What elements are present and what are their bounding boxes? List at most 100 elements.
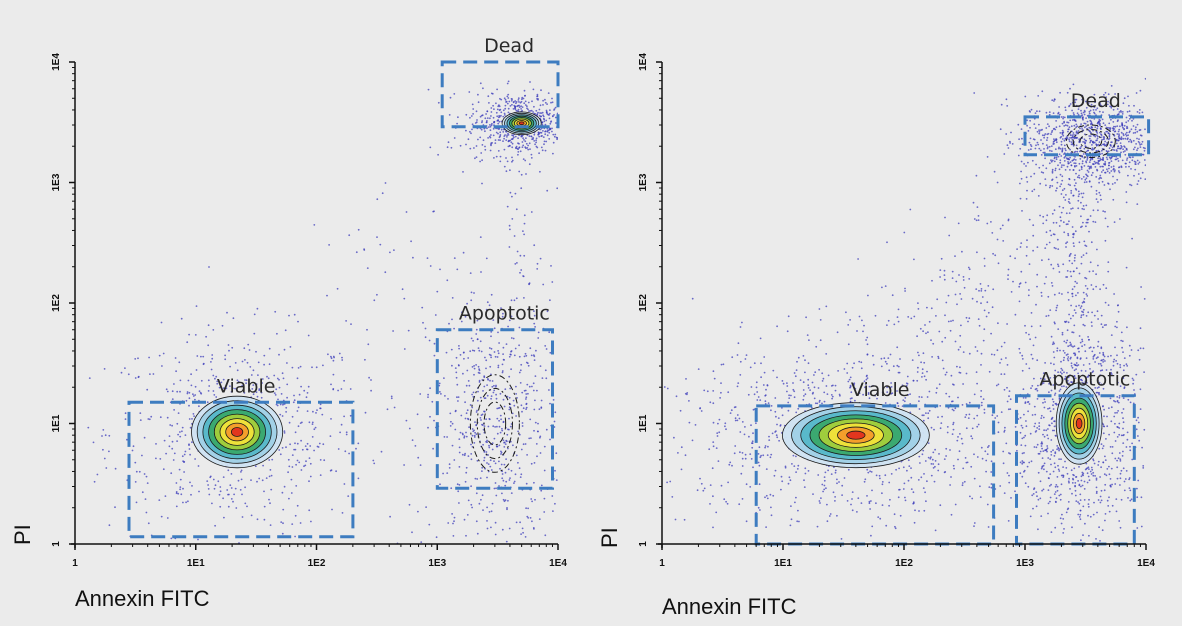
- event-dot: [1121, 411, 1123, 414]
- event-dot: [1072, 132, 1075, 134]
- event-dot: [1088, 479, 1091, 482]
- event-dot: [1075, 98, 1078, 101]
- event-dot: [1035, 491, 1038, 493]
- event-dot: [1026, 246, 1028, 248]
- event-dot: [1116, 396, 1119, 398]
- event-dot: [1098, 181, 1100, 184]
- event-dot: [752, 466, 754, 469]
- event-dot: [1025, 331, 1027, 334]
- event-dot: [300, 385, 302, 388]
- event-dot: [769, 456, 772, 459]
- event-dot: [926, 396, 929, 398]
- event-dot: [702, 489, 705, 492]
- event-dot: [1038, 123, 1040, 126]
- event-dot: [749, 366, 752, 369]
- event-dot: [234, 362, 237, 364]
- event-dot: [1081, 340, 1084, 343]
- event-dot: [1099, 495, 1102, 498]
- event-dot: [1009, 255, 1012, 258]
- event-dot: [1071, 136, 1073, 139]
- event-dot: [1092, 471, 1095, 474]
- event-dot: [999, 227, 1002, 230]
- event-dot: [1032, 344, 1035, 347]
- event-dot: [731, 464, 733, 467]
- event-dot: [1097, 318, 1099, 320]
- event-dot: [1055, 138, 1057, 141]
- event-dot: [901, 384, 904, 387]
- event-dot: [519, 382, 522, 384]
- event-dot: [954, 340, 957, 343]
- event-dot: [896, 390, 898, 392]
- event-dot: [467, 499, 470, 502]
- event-dot: [507, 93, 510, 96]
- event-dot: [507, 145, 510, 148]
- event-dot: [1044, 247, 1047, 250]
- event-dot: [515, 393, 517, 395]
- event-dot: [481, 121, 483, 124]
- event-dot: [1041, 134, 1044, 137]
- event-dot: [983, 412, 986, 414]
- event-dot: [483, 376, 486, 379]
- event-dot: [192, 413, 195, 415]
- event-dot: [1053, 342, 1055, 345]
- event-dot: [432, 447, 434, 450]
- event-dot: [1144, 77, 1146, 80]
- event-dot: [902, 399, 905, 401]
- event-dot: [245, 382, 248, 385]
- event-dot: [930, 339, 932, 341]
- event-dot: [1122, 102, 1125, 105]
- event-dot: [1102, 361, 1104, 363]
- event-dot: [1038, 131, 1041, 133]
- event-dot: [1071, 526, 1073, 529]
- event-dot: [956, 439, 959, 442]
- event-dot: [939, 276, 941, 278]
- event-dot: [482, 509, 484, 511]
- event-dot: [891, 294, 894, 297]
- event-dot: [1009, 398, 1012, 401]
- event-dot: [686, 392, 689, 394]
- event-dot: [465, 435, 468, 438]
- event-dot: [1063, 139, 1066, 142]
- event-dot: [1122, 151, 1125, 153]
- event-dot: [303, 389, 306, 392]
- event-dot: [1062, 117, 1064, 120]
- event-dot: [1076, 150, 1079, 153]
- event-dot: [1114, 169, 1116, 172]
- event-dot: [474, 157, 476, 160]
- event-dot: [545, 348, 548, 350]
- event-dot: [1104, 144, 1106, 147]
- event-dot: [403, 464, 405, 466]
- event-dot: [461, 311, 463, 314]
- event-dot: [930, 456, 932, 459]
- event-dot: [1102, 157, 1104, 160]
- event-dot: [294, 442, 296, 445]
- event-dot: [483, 456, 486, 459]
- event-dot: [789, 479, 792, 482]
- event-dot: [1073, 137, 1076, 140]
- event-dot: [938, 330, 941, 333]
- event-dot: [843, 368, 846, 370]
- event-dot: [311, 436, 314, 438]
- event-dot: [1035, 303, 1037, 306]
- event-dot: [825, 305, 828, 308]
- event-dot: [466, 369, 469, 372]
- event-dot: [759, 509, 761, 511]
- event-dot: [499, 467, 501, 470]
- event-dot: [1087, 466, 1090, 469]
- event-dot: [1121, 340, 1124, 343]
- event-dot: [1075, 172, 1077, 175]
- event-dot: [1079, 513, 1082, 516]
- event-dot: [412, 256, 414, 259]
- event-dot: [512, 108, 515, 110]
- event-dot: [306, 410, 309, 412]
- event-dot: [523, 139, 525, 141]
- event-dot: [486, 520, 488, 522]
- event-dot: [505, 439, 508, 442]
- event-dot: [545, 119, 548, 122]
- event-dot: [471, 428, 474, 430]
- density-contour: [469, 374, 520, 473]
- event-dot: [1058, 390, 1061, 392]
- event-dot: [816, 402, 819, 405]
- density-contour: [483, 401, 507, 446]
- event-dot: [502, 312, 504, 315]
